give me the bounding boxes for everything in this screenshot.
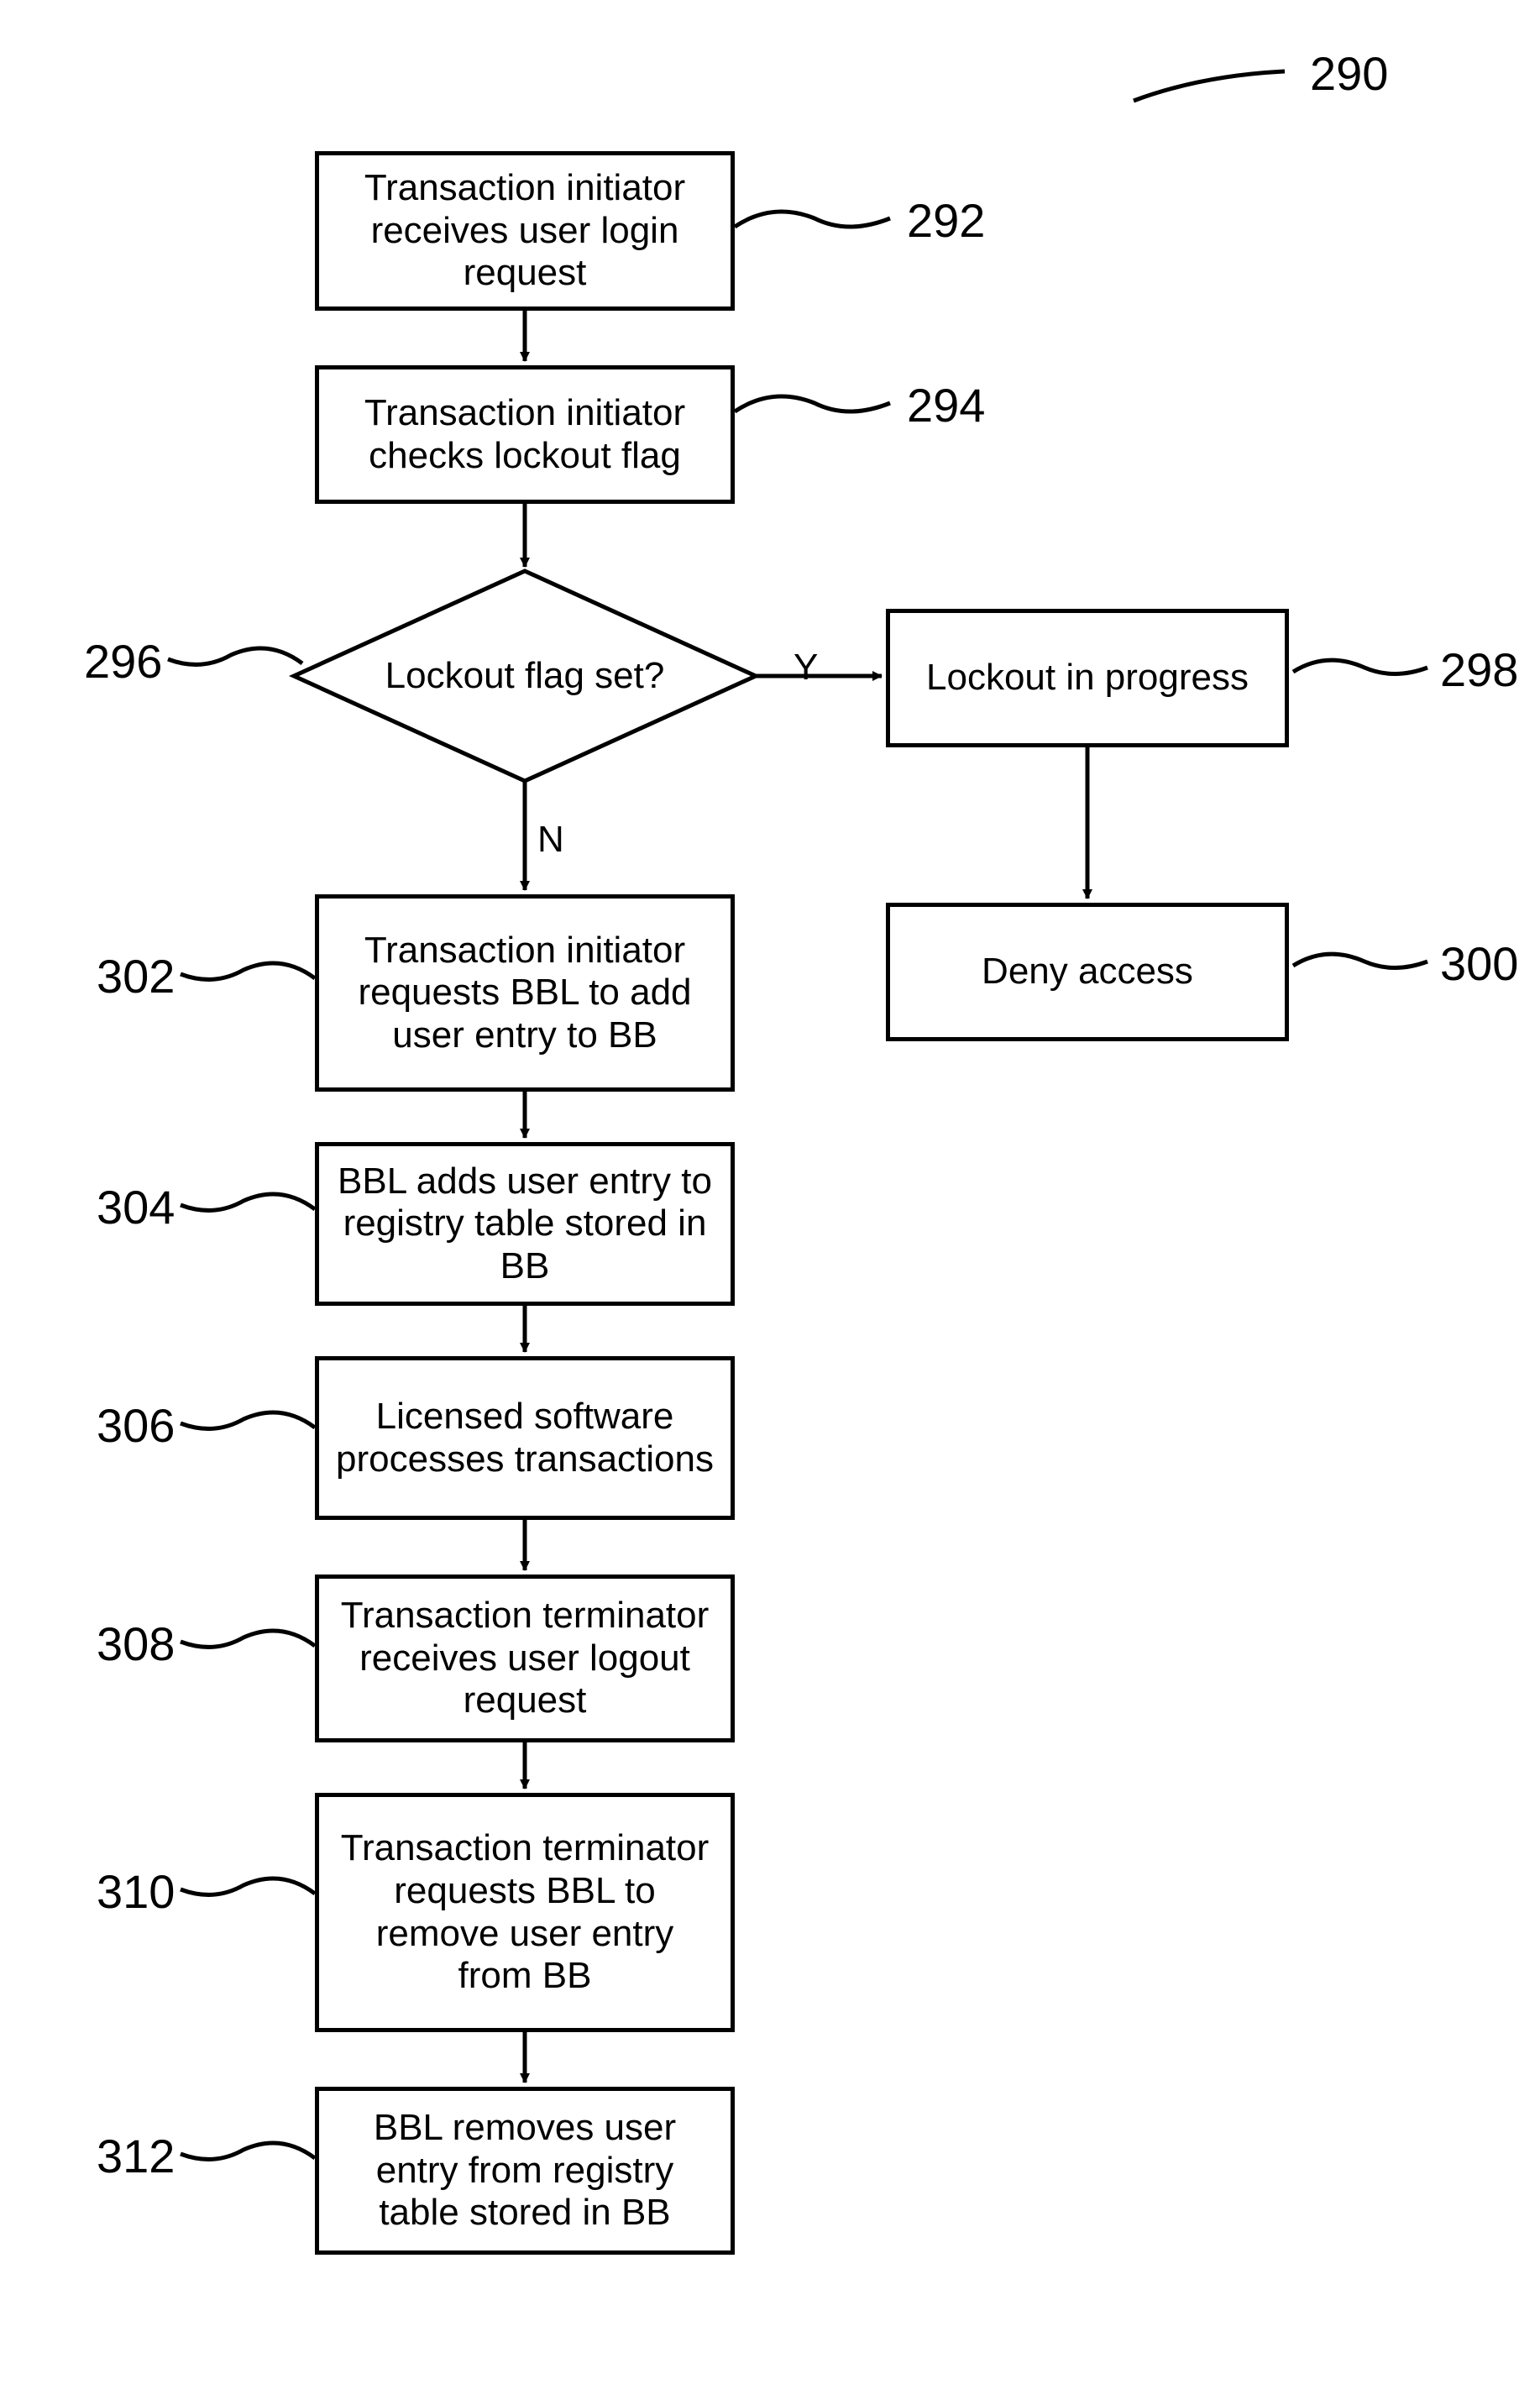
node-302-text: Transaction initiator requests BBL to ad…	[334, 930, 715, 1057]
node-310-text: Transaction terminator requests BBL to r…	[334, 1827, 715, 1997]
ref-304: 304	[97, 1180, 175, 1234]
edge-n-label: N	[537, 819, 564, 861]
node-304-text: BBL adds user entry to registry table st…	[334, 1161, 715, 1288]
node-292-text: Transaction initiator receives user logi…	[334, 167, 715, 295]
node-312-text: BBL removes user entry from registry tab…	[334, 2107, 715, 2235]
ref-300: 300	[1440, 936, 1518, 991]
node-300-text: Deny access	[982, 951, 1193, 993]
node-310: Transaction terminator requests BBL to r…	[315, 1793, 735, 2032]
node-294: Transaction initiator checks lockout fla…	[315, 365, 735, 504]
node-308: Transaction terminator receives user log…	[315, 1574, 735, 1742]
node-308-text: Transaction terminator receives user log…	[334, 1595, 715, 1722]
node-302: Transaction initiator requests BBL to ad…	[315, 894, 735, 1092]
ref-308: 308	[97, 1616, 175, 1671]
node-306-text: Licensed software processes transactions	[334, 1396, 715, 1480]
node-296-text: Lockout flag set?	[374, 655, 676, 697]
edges-svg	[0, 0, 1540, 2384]
node-300: Deny access	[886, 903, 1289, 1041]
ref-306: 306	[97, 1398, 175, 1453]
ref-298: 298	[1440, 642, 1518, 697]
fig-ref-290: 290	[1310, 46, 1388, 101]
ref-312: 312	[97, 2129, 175, 2183]
ref-296: 296	[84, 634, 162, 689]
node-306: Licensed software processes transactions	[315, 1356, 735, 1520]
ref-292: 292	[907, 193, 985, 248]
node-298: Lockout in progress	[886, 609, 1289, 747]
node-294-text: Transaction initiator checks lockout fla…	[334, 392, 715, 477]
node-312: BBL removes user entry from registry tab…	[315, 2087, 735, 2255]
node-298-text: Lockout in progress	[926, 657, 1249, 699]
flowchart-canvas: Transaction initiator receives user logi…	[0, 0, 1540, 2384]
ref-302: 302	[97, 949, 175, 1003]
edge-y-label: Y	[794, 647, 818, 689]
node-304: BBL adds user entry to registry table st…	[315, 1142, 735, 1306]
ref-294: 294	[907, 378, 985, 432]
node-292: Transaction initiator receives user logi…	[315, 151, 735, 311]
ref-310: 310	[97, 1864, 175, 1919]
